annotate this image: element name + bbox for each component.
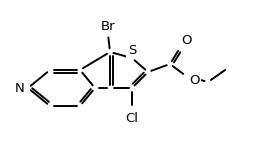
Text: Cl: Cl xyxy=(125,112,139,124)
Text: Br: Br xyxy=(101,19,115,32)
Text: O: O xyxy=(181,33,191,47)
Text: S: S xyxy=(128,44,136,56)
Text: N: N xyxy=(15,81,25,94)
Text: O: O xyxy=(189,74,199,87)
